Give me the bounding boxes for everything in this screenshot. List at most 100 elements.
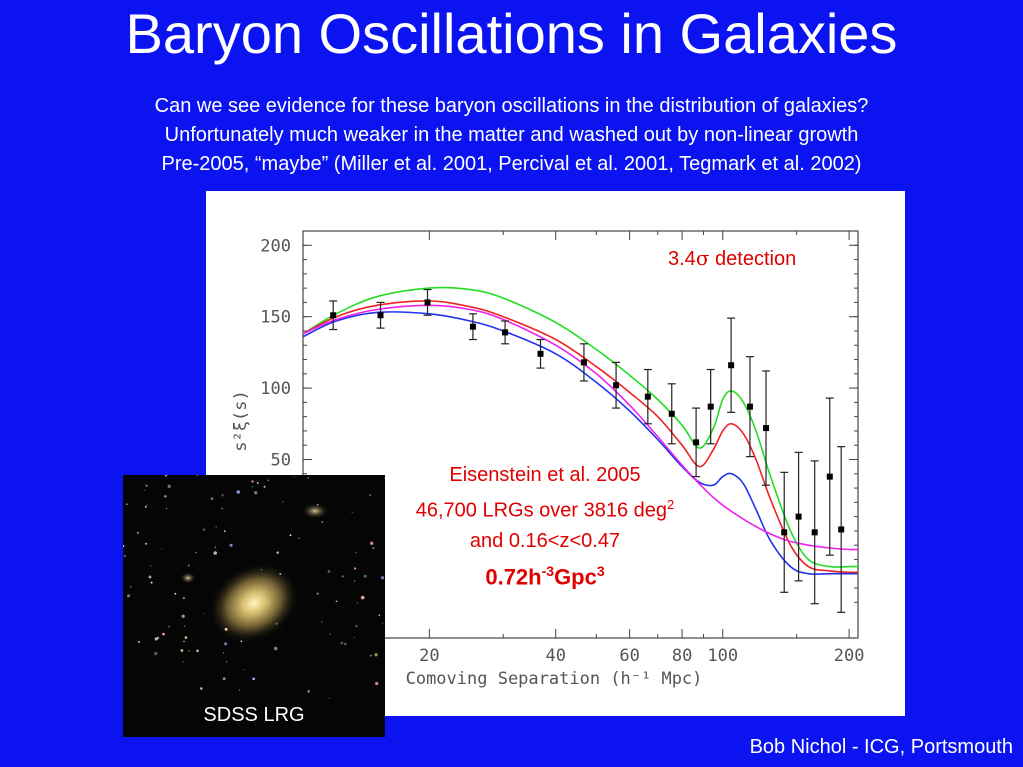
data-point xyxy=(693,439,700,446)
star xyxy=(183,640,185,643)
data-point xyxy=(746,403,753,410)
star xyxy=(298,537,300,539)
detection-label: 3.4σ detection xyxy=(668,246,797,270)
star xyxy=(202,528,206,531)
y-tick-label: 50 xyxy=(271,450,291,470)
star xyxy=(252,677,256,681)
star xyxy=(195,551,197,554)
star xyxy=(125,503,128,506)
data-point xyxy=(377,312,384,319)
star xyxy=(160,548,163,550)
star xyxy=(256,481,259,484)
star xyxy=(181,614,185,618)
bullet-line-1: Can we see evidence for these baryon osc… xyxy=(154,95,869,117)
star xyxy=(260,569,262,571)
star xyxy=(165,507,168,510)
star xyxy=(123,554,127,558)
star xyxy=(182,661,184,663)
star xyxy=(200,687,203,690)
star xyxy=(222,652,225,654)
star xyxy=(273,646,278,651)
star xyxy=(126,594,131,598)
star xyxy=(351,512,353,513)
galaxy-label: SDSS LRG xyxy=(203,704,305,726)
star xyxy=(222,677,226,681)
star xyxy=(307,690,310,693)
data-point xyxy=(668,410,675,417)
star xyxy=(360,595,365,600)
annotation-redshift: and 0.16<z<0.47 xyxy=(469,529,621,552)
star xyxy=(221,494,224,497)
galaxy-starfield xyxy=(123,475,385,699)
star xyxy=(268,602,270,604)
data-point xyxy=(644,393,651,400)
data-point xyxy=(728,362,735,369)
star xyxy=(279,572,282,575)
star xyxy=(196,649,199,653)
star xyxy=(210,497,214,500)
sigma-symbol: σ xyxy=(695,246,710,270)
star xyxy=(203,613,205,614)
footer-credit: Bob Nichol - ICG, Portsmouth xyxy=(749,736,1013,758)
star xyxy=(355,625,358,628)
star xyxy=(289,534,292,537)
bullet-line-2: Unfortunately much weaker in the matter … xyxy=(164,124,859,146)
star xyxy=(328,697,330,699)
star xyxy=(294,476,295,478)
star xyxy=(129,585,132,588)
star xyxy=(184,636,188,639)
data-point xyxy=(580,359,587,366)
star xyxy=(321,521,324,523)
data-point xyxy=(781,529,788,536)
star xyxy=(243,669,245,671)
y-axis-title: s²ξ(s) xyxy=(231,390,251,451)
x-tick-label: 80 xyxy=(672,646,692,666)
star xyxy=(384,477,385,479)
x-tick-label: 200 xyxy=(834,646,865,666)
data-point xyxy=(763,425,770,432)
star xyxy=(381,622,384,624)
star xyxy=(327,570,331,573)
star xyxy=(187,564,190,567)
star xyxy=(341,575,344,578)
star xyxy=(213,551,217,555)
star xyxy=(276,551,279,554)
x-tick-label: 40 xyxy=(545,646,565,666)
star xyxy=(356,602,358,604)
star xyxy=(321,621,323,623)
y-tick-label: 200 xyxy=(260,236,291,256)
star xyxy=(183,625,186,627)
slide-title: Baryon Oscillations in Galaxies xyxy=(125,2,898,65)
star xyxy=(229,543,233,547)
star xyxy=(329,633,331,636)
star xyxy=(174,592,177,595)
model-curve-3 xyxy=(303,311,858,576)
data-point xyxy=(613,382,620,389)
data-point xyxy=(838,526,845,533)
annotation-citation: Eisenstein et al. 2005 xyxy=(449,464,641,486)
star xyxy=(164,495,167,498)
star xyxy=(148,575,152,579)
star xyxy=(316,592,319,595)
data-point xyxy=(707,403,714,410)
star xyxy=(215,525,218,528)
annotation-volume: 0.72h-3Gpc3 xyxy=(485,562,605,589)
star xyxy=(180,649,184,652)
bullet-list: Can we see evidence for these baryon osc… xyxy=(0,92,1023,179)
data-point xyxy=(537,350,544,357)
star xyxy=(354,551,357,554)
star xyxy=(123,545,125,547)
star xyxy=(369,654,372,657)
star xyxy=(316,503,319,506)
star xyxy=(380,576,385,580)
star xyxy=(145,542,148,545)
data-point xyxy=(469,323,476,330)
star xyxy=(354,567,357,570)
star xyxy=(223,530,226,533)
star xyxy=(254,491,258,495)
plot-frame xyxy=(302,230,859,639)
star xyxy=(369,494,371,496)
star xyxy=(344,642,347,646)
star xyxy=(275,622,278,625)
star xyxy=(238,689,241,691)
